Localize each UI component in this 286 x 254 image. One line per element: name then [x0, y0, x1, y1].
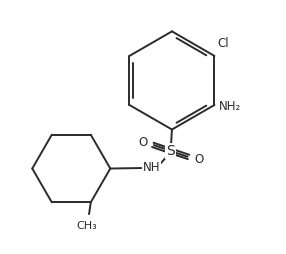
Text: CH₃: CH₃ — [76, 221, 97, 231]
Text: S: S — [166, 144, 175, 158]
Text: O: O — [138, 136, 147, 149]
Text: NH₂: NH₂ — [219, 100, 241, 113]
Text: NH: NH — [143, 161, 160, 174]
Text: O: O — [194, 153, 203, 166]
Text: Cl: Cl — [217, 37, 229, 50]
